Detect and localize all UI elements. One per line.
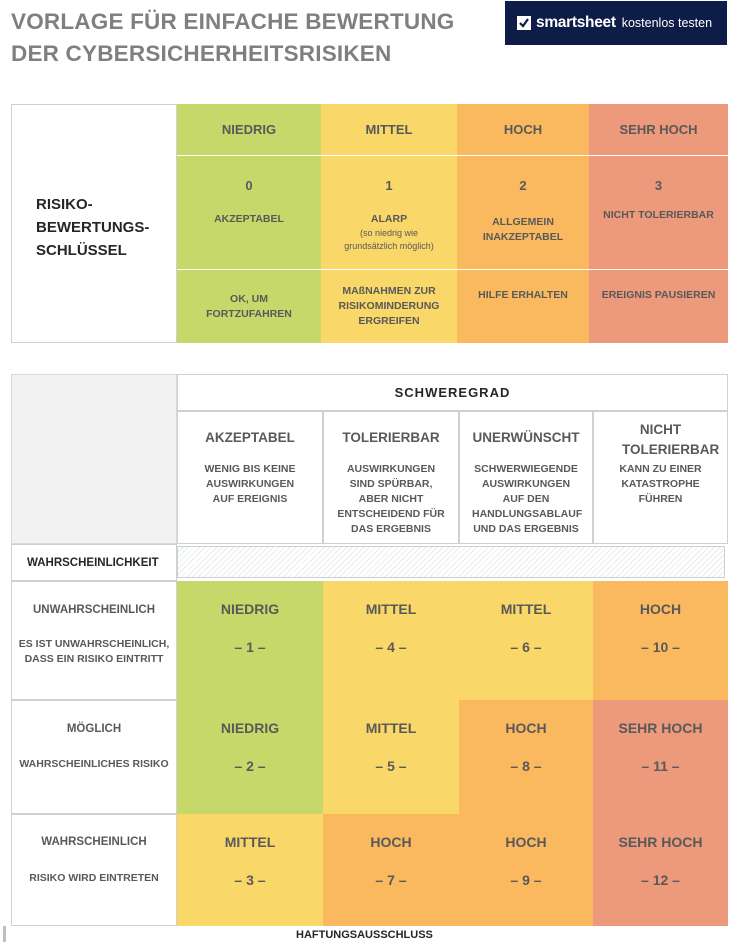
risk-number: – 8 –: [510, 758, 542, 774]
risk-number: – 9 –: [510, 872, 542, 888]
severity-name: AKZEPTABEL: [205, 430, 295, 445]
likelihood-name: MÖGLICH: [66, 723, 122, 735]
severity-name: TOLERIERBAR: [342, 430, 440, 445]
risk-cell-4: MITTEL – 4 –: [323, 581, 459, 700]
key-level-hoch: HOCH: [457, 104, 589, 156]
likelihood-desc: WAHRSCHEINLICHES RISIKO: [19, 758, 169, 770]
likelihood-desc: ES IST UNWAHRSCHEINLICH, DASS EIN RISIKO…: [18, 638, 170, 665]
risk-cell-7: HOCH – 7 –: [323, 814, 459, 926]
risk-level: SEHR HOCH: [618, 720, 703, 736]
severity-col-1: TOLERIERBAR AUSWIRKUNGEN SIND SPÜRBAR, A…: [323, 411, 459, 544]
risk-level: HOCH: [505, 834, 547, 850]
key-score-cell-1: 1 ALARP (so niedrig wie grundsätzlich mö…: [321, 156, 457, 270]
key-level-niedrig: NIEDRIG: [177, 104, 321, 156]
risk-cell-12: SEHR HOCH – 12 –: [593, 814, 728, 926]
risk-level: MITTEL: [500, 601, 552, 617]
severity-desc: AUSWIRKUNGEN SIND SPÜRBAR, ABER NICHT EN…: [337, 463, 445, 535]
risk-number: – 10 –: [641, 639, 680, 655]
risk-level: HOCH: [505, 720, 547, 736]
risk-number: – 2 –: [234, 758, 266, 774]
severity-desc: WENIG BIS KEINE AUSWIRKUNGEN AUF EREIGNI…: [204, 463, 296, 505]
risk-level: HOCH: [370, 834, 412, 850]
key-score-cell-0: 0 AKZEPTABEL: [177, 156, 321, 270]
key-action: MAßNAHMEN ZUR RISIKOMINDERUNG ERGREIFEN: [321, 270, 457, 343]
risk-cell-3: MITTEL – 3 –: [177, 814, 323, 926]
risk-level: MITTEL: [365, 601, 417, 617]
risk-number: – 7 –: [375, 872, 407, 888]
risk-level: SEHR HOCH: [618, 834, 703, 850]
risk-number: – 3 –: [234, 872, 266, 888]
likelihood-name: UNWAHRSCHEINLICH: [32, 604, 156, 616]
likelihood-row-1: MÖGLICH WAHRSCHEINLICHES RISIKO: [11, 700, 177, 814]
key-action: EREIGNIS PAUSIEREN: [589, 270, 728, 343]
severity-name: UNERWÜNSCHT: [472, 430, 580, 445]
likelihood-desc: RISIKO WIRD EINTRETEN: [29, 872, 159, 884]
risk-key-label-cell: RISIKO- BEWERTUNGS- SCHLÜSSEL: [11, 104, 177, 343]
brand-cta: kostenlos testen: [621, 16, 713, 30]
matrix-corner-cell: [11, 374, 177, 544]
key-score: 1: [385, 178, 393, 193]
key-desc: NICHT TOLERIERBAR: [603, 209, 714, 221]
risk-cell-1: NIEDRIG – 1 –: [177, 581, 323, 700]
risk-key-label: RISIKO- BEWERTUNGS- SCHLÜSSEL: [36, 196, 150, 259]
risk-cell-10: HOCH – 10 –: [593, 581, 728, 700]
severity-col-3: NICHT TOLERIERBAR KANN ZU EINER KATASTRO…: [593, 411, 728, 544]
key-score: 2: [519, 178, 527, 193]
risk-number: – 4 –: [375, 639, 407, 655]
key-level-sehr-hoch: SEHR HOCH: [589, 104, 728, 156]
risk-level: HOCH: [639, 601, 682, 617]
key-desc: AKZEPTABEL: [214, 213, 284, 225]
risk-cell-5: MITTEL – 5 –: [323, 700, 459, 814]
disclaimer-link[interactable]: HAFTUNGSAUSSCHLUSS: [296, 929, 433, 941]
key-score-cell-3: 3 NICHT TOLERIERBAR: [589, 156, 728, 270]
severity-header: SCHWEREGRAD: [177, 374, 728, 411]
severity-col-0: AKZEPTABEL WENIG BIS KEINE AUSWIRKUNGEN …: [177, 411, 323, 544]
severity-desc: SCHWERWIEGENDE AUSWIRKUNGEN AUF DEN HAND…: [472, 463, 583, 535]
smartsheet-banner[interactable]: smartsheet kostenlos testen: [505, 1, 727, 45]
risk-level: MITTEL: [224, 834, 276, 850]
key-action: HILFE ERHALTEN: [457, 270, 589, 343]
likelihood-row-0: UNWAHRSCHEINLICH ES IST UNWAHRSCHEINLICH…: [11, 581, 177, 700]
scroll-marker: [3, 926, 6, 942]
risk-number: – 12 –: [641, 872, 680, 888]
title-line-1: VORLAGE FÜR EINFACHE BEWERTUNG: [11, 9, 455, 34]
risk-cell-8: HOCH – 8 –: [459, 700, 593, 814]
key-score: 3: [654, 178, 663, 193]
likelihood-name: WAHRSCHEINLICH: [41, 836, 147, 848]
severity-desc: KANN ZU EINER KATASTROPHE FÜHREN: [619, 463, 702, 505]
risk-number: – 1 –: [234, 639, 266, 655]
risk-number: – 11 –: [641, 758, 680, 774]
risk-cell-9: HOCH – 9 –: [459, 814, 593, 926]
key-level-mittel: MITTEL: [321, 104, 457, 156]
key-score-cell-2: 2 ALLGEMEIN INAKZEPTABEL: [457, 156, 589, 270]
risk-number: – 6 –: [510, 639, 542, 655]
likelihood-header: WAHRSCHEINLICHKEIT: [11, 544, 177, 581]
check-icon: [517, 16, 531, 30]
risk-level: NIEDRIG: [220, 720, 280, 736]
brand-name: smartsheet: [536, 14, 616, 31]
likelihood-row-2: WAHRSCHEINLICH RISIKO WIRD EINTRETEN: [11, 814, 177, 926]
title-line-2: DER CYBERSICHERHEITSRISIKEN: [11, 41, 392, 66]
severity-name: NICHT TOLERIERBAR: [622, 422, 720, 457]
risk-cell-6: MITTEL – 6 –: [459, 581, 593, 700]
key-note: (so niedrig wie grundsätzlich möglich): [344, 228, 434, 251]
risk-level: NIEDRIG: [220, 601, 280, 617]
risk-cell-11: SEHR HOCH – 11 –: [593, 700, 728, 814]
severity-col-2: UNERWÜNSCHT SCHWERWIEGENDE AUSWIRKUNGEN …: [459, 411, 593, 544]
key-score: 0: [245, 178, 253, 193]
key-action: OK, UM FORTZUFAHREN: [177, 270, 321, 343]
key-desc: ALLGEMEIN INAKZEPTABEL: [482, 216, 564, 243]
key-desc: ALARP: [370, 213, 408, 225]
hatched-separator: [177, 546, 725, 578]
risk-number: – 5 –: [375, 758, 407, 774]
page-title: VORLAGE FÜR EINFACHE BEWERTUNG DER CYBER…: [11, 6, 455, 70]
risk-cell-2: NIEDRIG – 2 –: [177, 700, 323, 814]
risk-level: MITTEL: [365, 720, 417, 736]
